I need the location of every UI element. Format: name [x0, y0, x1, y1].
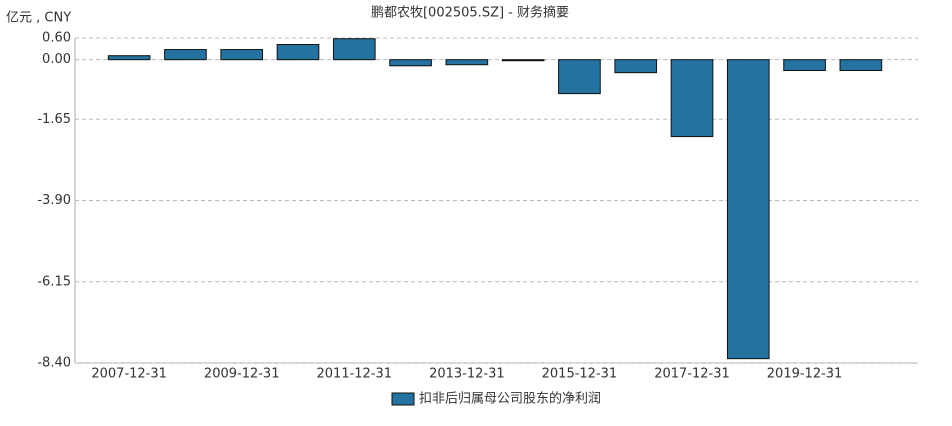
bar	[332, 38, 376, 61]
bar	[389, 59, 432, 67]
bar	[107, 55, 151, 61]
bar	[445, 59, 489, 66]
x-tick-label: 2013-12-31	[429, 367, 505, 382]
y-axis-label: 亿元 , CNY	[6, 11, 71, 26]
y-tick-label: -6.15	[37, 274, 71, 289]
x-tick-label: 2015-12-31	[542, 367, 618, 382]
bar	[276, 44, 320, 61]
x-tick-label: 2009-12-31	[204, 367, 280, 382]
x-tick-label: 2011-12-31	[317, 367, 393, 382]
bar	[839, 59, 883, 72]
bar	[670, 59, 714, 138]
bar	[501, 59, 545, 62]
bar	[783, 59, 826, 72]
bar	[220, 49, 264, 61]
bar	[558, 59, 601, 95]
bar	[726, 59, 770, 360]
y-tick-label: 0.60	[42, 31, 71, 46]
x-tick-label: 2019-12-31	[767, 367, 843, 382]
chart-title: 鹏都农牧[002505.SZ] - 财务摘要	[371, 5, 569, 21]
y-tick-label: -8.40	[37, 356, 71, 371]
y-tick-label: 0.00	[42, 52, 71, 67]
y-tick-label: -1.65	[37, 112, 71, 127]
legend-swatch	[391, 392, 415, 406]
bar	[164, 49, 207, 61]
x-tick-label: 2017-12-31	[654, 367, 730, 382]
x-tick-label: 2007-12-31	[91, 367, 167, 382]
y-tick-label: -3.90	[37, 193, 71, 208]
legend-label: 扣非后归属母公司股东的净利润	[419, 391, 601, 407]
bar	[614, 59, 658, 74]
